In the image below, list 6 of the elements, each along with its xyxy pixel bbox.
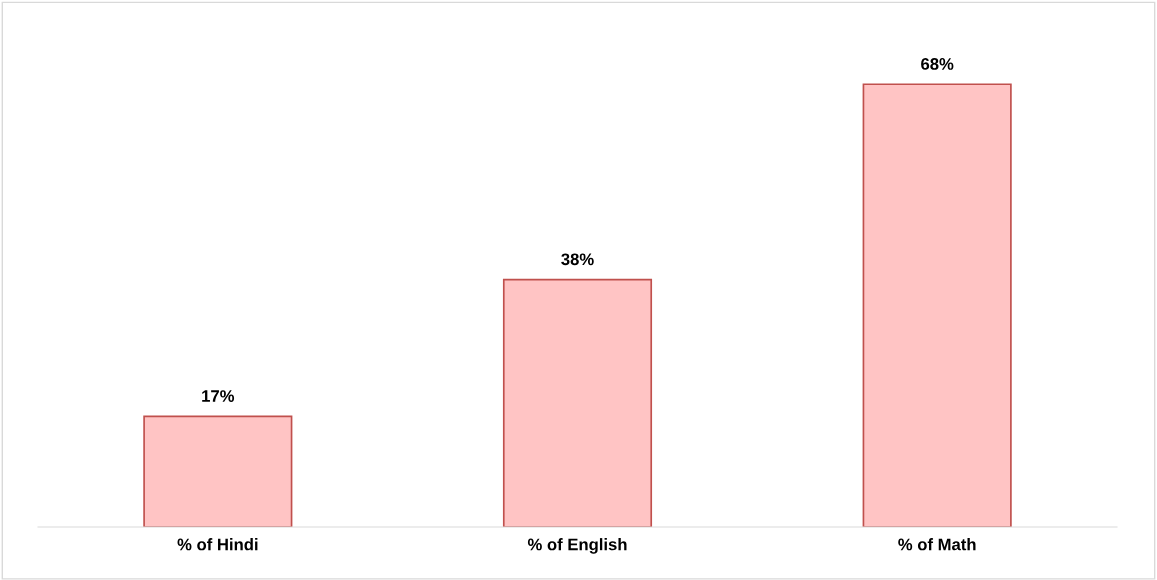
x-tick-label: % of Math <box>898 538 976 551</box>
data-label: 68% <box>921 58 954 70</box>
x-tick-label: % of English <box>527 538 627 554</box>
data-label: 38% <box>561 253 594 266</box>
x-tick-label: % of Hindi <box>177 538 258 551</box>
data-label: 17% <box>202 390 235 402</box>
